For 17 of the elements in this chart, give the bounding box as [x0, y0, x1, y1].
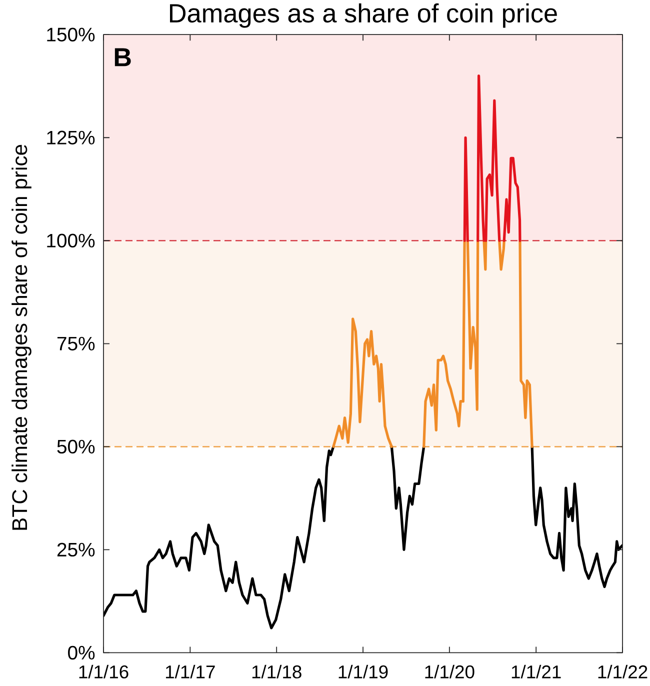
annotation: B [114, 48, 131, 66]
x-tick-label: 1/1/19 [338, 664, 388, 678]
x-tick-label: 1/1/22 [598, 664, 648, 678]
y-tick-label: 150% [47, 28, 95, 42]
x-tick-label: 1/1/17 [166, 664, 215, 678]
y-axis-title: BTC climate damages share of coin price [12, 144, 32, 530]
x-tick-label: 1/1/16 [79, 664, 128, 678]
y-tick-label: 100% [47, 234, 95, 248]
y-tick-label: 25% [57, 542, 95, 557]
y-tick-label: 125% [47, 130, 95, 144]
chart-title: Damages as a share of coin price [170, 3, 557, 28]
x-tick-label: 1/1/21 [512, 664, 561, 678]
x-tick-label: 1/1/20 [425, 664, 474, 678]
y-tick-label: 50% [57, 440, 95, 454]
x-tick-label: 1/1/18 [252, 664, 302, 678]
y-tick-label: 75% [57, 336, 95, 350]
y-tick-label: 0% [68, 646, 95, 660]
